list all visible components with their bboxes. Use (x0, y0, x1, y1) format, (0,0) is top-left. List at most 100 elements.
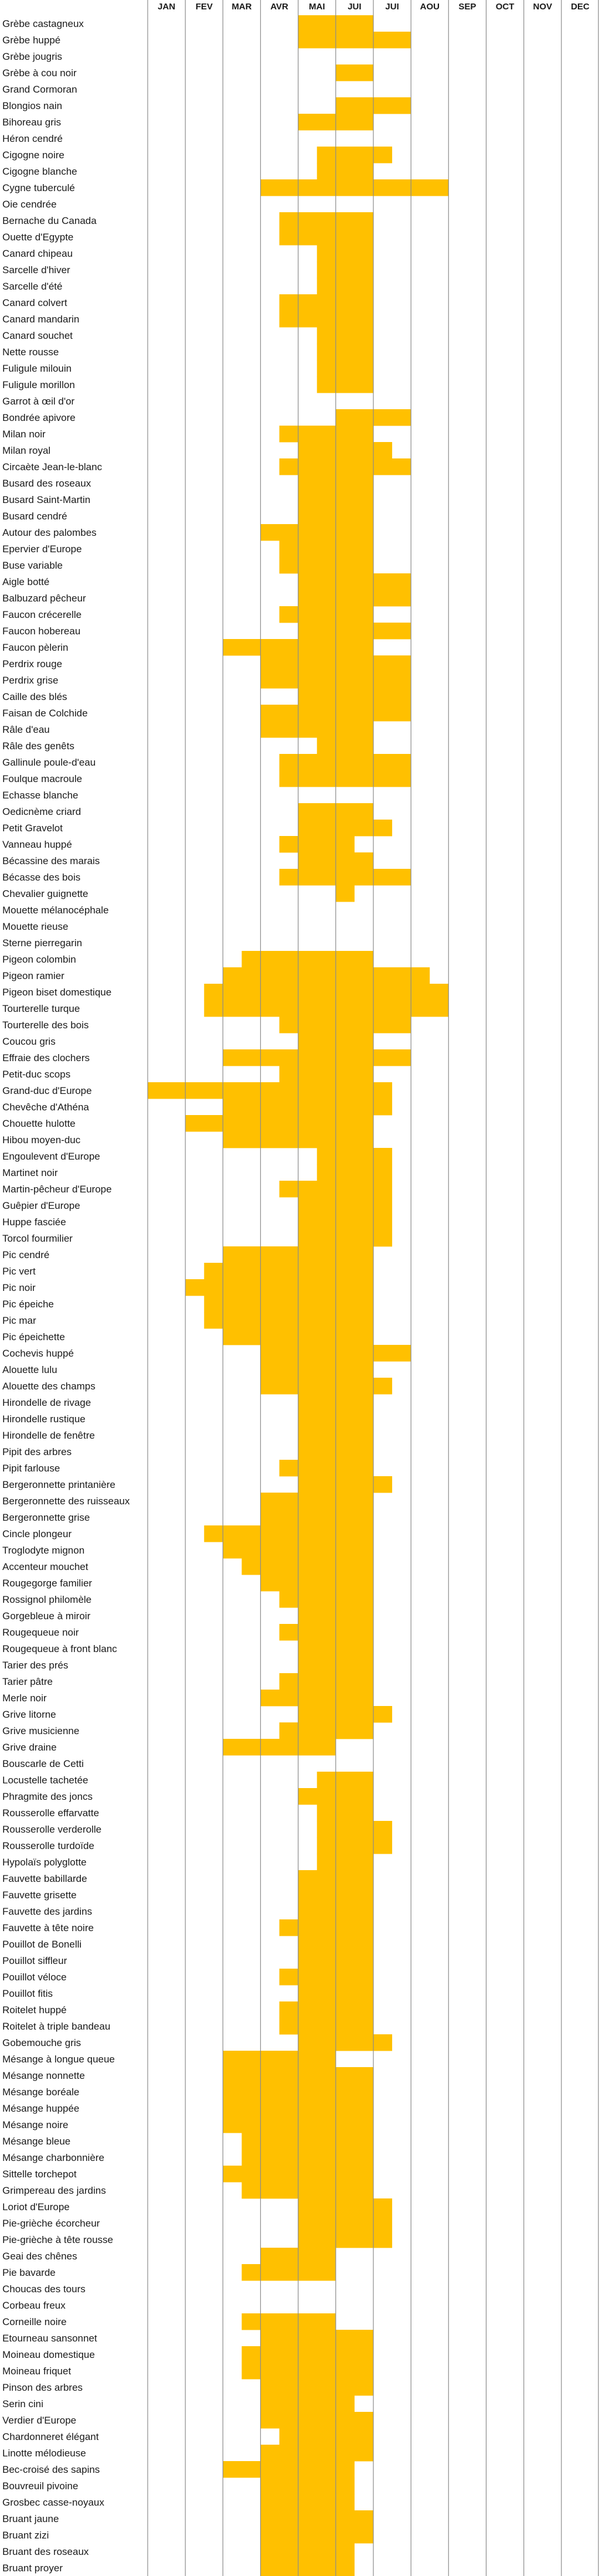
species-label-chouette-hulotte: Chouette hulotte (2, 1118, 76, 1129)
period-bar-chardonneret-elegant (279, 2428, 373, 2445)
period-bar-effraie-des-clochers (223, 1049, 411, 1066)
period-bar-circaete-jean-le-blanc (279, 458, 411, 475)
species-label-fauvette-des-jardins: Fauvette des jardins (2, 1906, 92, 1917)
period-bar-pouillot-veloce (279, 1969, 373, 1986)
species-label-mesange-bleue: Mésange bleue (2, 2136, 70, 2147)
species-label-ouette-d-egypte: Ouette d'Egypte (2, 232, 73, 243)
species-label-corneille-noire: Corneille noire (2, 2316, 67, 2327)
period-bar-balbuzard-pecheur (298, 590, 411, 607)
species-label-verdier-d-europe: Verdier d'Europe (2, 2415, 76, 2426)
period-bar-verdier-d-europe (260, 2412, 373, 2429)
month-header-11: NOV (533, 2, 553, 12)
species-label-canard-souchet: Canard souchet (2, 330, 73, 341)
species-label-pouillot-veloce: Pouillot véloce (2, 1972, 67, 1983)
period-bar-petit-duc-scops (279, 1066, 373, 1083)
species-label-chardonneret-elegant: Chardonneret élégant (2, 2431, 99, 2442)
species-label-rousserolle-effarvatte: Rousserolle effarvatte (2, 1807, 99, 1819)
species-label-rale-des-genets: Râle des genêts (2, 740, 74, 752)
period-bar-buse-variable (279, 557, 373, 574)
period-bar-pic-noir (185, 1279, 373, 1296)
species-label-pie-bavarde: Pie bavarde (2, 2267, 56, 2278)
period-bar-faucon-hobereau (298, 623, 411, 640)
species-label-effraie-des-clochers: Effraie des clochers (2, 1052, 90, 1063)
period-bar-rale-d-eau (260, 721, 373, 738)
species-label-phragmite-des-joncs: Phragmite des joncs (2, 1791, 93, 1802)
species-label-grive-musicienne: Grive musicienne (2, 1725, 79, 1736)
species-label-balbuzard-pecheur: Balbuzard pêcheur (2, 593, 86, 604)
species-label-fuligule-morillon: Fuligule morillon (2, 379, 75, 390)
period-bar-alouette-lulu (260, 1361, 373, 1378)
period-bar-moineau-domestique (241, 2346, 373, 2363)
species-label-tourterelle-turque: Tourterelle turque (2, 1003, 80, 1014)
species-label-milan-royal: Milan royal (2, 445, 50, 456)
species-label-perdrix-grise: Perdrix grise (2, 675, 58, 686)
species-label-engoulevent-d-europe: Engoulevent d'Europe (2, 1151, 100, 1162)
species-label-grive-litorne: Grive litorne (2, 1709, 56, 1720)
period-bar-bergeronnette-des-ruisseaux (260, 1493, 373, 1510)
species-label-pic-vert: Pic vert (2, 1266, 36, 1277)
period-bar-pigeon-colombin (241, 951, 373, 968)
species-label-cochevis-huppe: Cochevis huppé (2, 1348, 74, 1359)
species-label-bergeronnette-des-ruisseaux: Bergeronnette des ruisseaux (2, 1496, 130, 1507)
period-bar-canard-colvert (279, 294, 373, 311)
species-label-pic-epeiche: Pic épeiche (2, 1299, 54, 1310)
species-label-becasse-des-bois: Bécasse des bois (2, 872, 80, 883)
month-header-5: MAI (309, 2, 325, 12)
period-bar-corneille-noire (241, 2313, 336, 2330)
species-label-geai-des-chenes: Geai des chênes (2, 2251, 77, 2262)
species-label-bouvreuil-pivoine: Bouvreuil pivoine (2, 2480, 78, 2492)
species-label-canard-mandarin: Canard mandarin (2, 314, 79, 325)
species-label-bruant-jaune: Bruant jaune (2, 2513, 59, 2524)
species-label-mesange-a-longue-queue: Mésange à longue queue (2, 2054, 115, 2065)
species-label-pouillot-de-bonelli: Pouillot de Bonelli (2, 1939, 81, 1950)
species-label-mesange-charbonniere: Mésange charbonnière (2, 2152, 104, 2163)
species-label-tourterelle-des-bois: Tourterelle des bois (2, 1019, 89, 1031)
month-header-6: JUI (348, 2, 361, 12)
month-header-1: JAN (158, 2, 175, 12)
species-label-autour-des-palombes: Autour des palombes (2, 527, 97, 538)
species-label-grive-draine: Grive draine (2, 1742, 57, 1753)
period-bar-faucon-crecerelle (279, 606, 373, 623)
species-label-sarcelle-d-hiver: Sarcelle d'hiver (2, 264, 70, 276)
species-label-rougegorge-familier: Rougegorge familier (2, 1578, 92, 1589)
species-label-circaete-jean-le-blanc: Circaète Jean-le-blanc (2, 461, 103, 473)
species-label-canard-colvert: Canard colvert (2, 297, 67, 308)
period-bar-grive-musicienne (279, 1722, 373, 1739)
gridline-layer (147, 0, 599, 2576)
species-label-bruant-proyer: Bruant proyer (2, 2563, 63, 2574)
species-label-coucou-gris: Coucou gris (2, 1036, 56, 1047)
period-bar-pie-grieche-ecorcheur (298, 2215, 393, 2232)
period-bar-grebe-a-cou-noir (335, 64, 373, 81)
species-label-locustelle-tachetee: Locustelle tachetée (2, 1775, 89, 1786)
period-bar-cigogne-noire (316, 147, 393, 164)
species-label-hibou-moyen-duc: Hibou moyen-duc (2, 1134, 81, 1146)
species-label-troglodyte-mignon: Troglodyte mignon (2, 1545, 84, 1556)
period-bar-becasse-des-bois (279, 869, 411, 886)
species-label-rougequeue-noir: Rougequeue noir (2, 1627, 79, 1638)
period-bar-pic-mar (204, 1312, 373, 1329)
species-label-bruant-des-roseaux: Bruant des roseaux (2, 2546, 89, 2557)
period-bar-pinson-des-arbres (260, 2379, 373, 2396)
species-label-epervier-d-europe: Epervier d'Europe (2, 543, 82, 555)
period-bar-cheveche-d-athena (223, 1099, 393, 1116)
species-label-sittelle-torchepot: Sittelle torchepot (2, 2169, 77, 2180)
period-bar-grosbec-casse-noyaux (260, 2494, 355, 2511)
period-bar-epervier-d-europe (279, 541, 373, 558)
species-label-chevalier-guignette: Chevalier guignette (2, 888, 88, 899)
period-bar-bouvreuil-pivoine (260, 2478, 355, 2495)
period-bar-bec-croise-des-sapins (223, 2461, 355, 2478)
species-label-tarier-patre: Tarier pâtre (2, 1676, 53, 1687)
period-bar-bergeronnette-printaniere (298, 1476, 393, 1493)
species-label-faucon-pelerin: Faucon pèlerin (2, 642, 68, 653)
species-label-pie-grieche-ecorcheur: Pie-grièche écorcheur (2, 2218, 100, 2229)
period-bar-canard-mandarin (279, 311, 373, 328)
period-bar-rale-des-genets (316, 738, 373, 755)
species-label-mesange-noire: Mésange noire (2, 2119, 68, 2130)
period-bar-pie-bavarde (241, 2264, 336, 2281)
species-label-cheveche-d-athena: Chevêche d'Athéna (2, 1102, 89, 1113)
species-label-grebe-castagneux: Grèbe castagneux (2, 18, 84, 29)
period-bar-huppe-fasciee (298, 1214, 393, 1231)
species-label-bruant-zizi: Bruant zizi (2, 2530, 49, 2541)
period-bar-grimpereau-des-jardins (241, 2182, 373, 2199)
period-bar-loriot-d-europe (298, 2198, 393, 2215)
